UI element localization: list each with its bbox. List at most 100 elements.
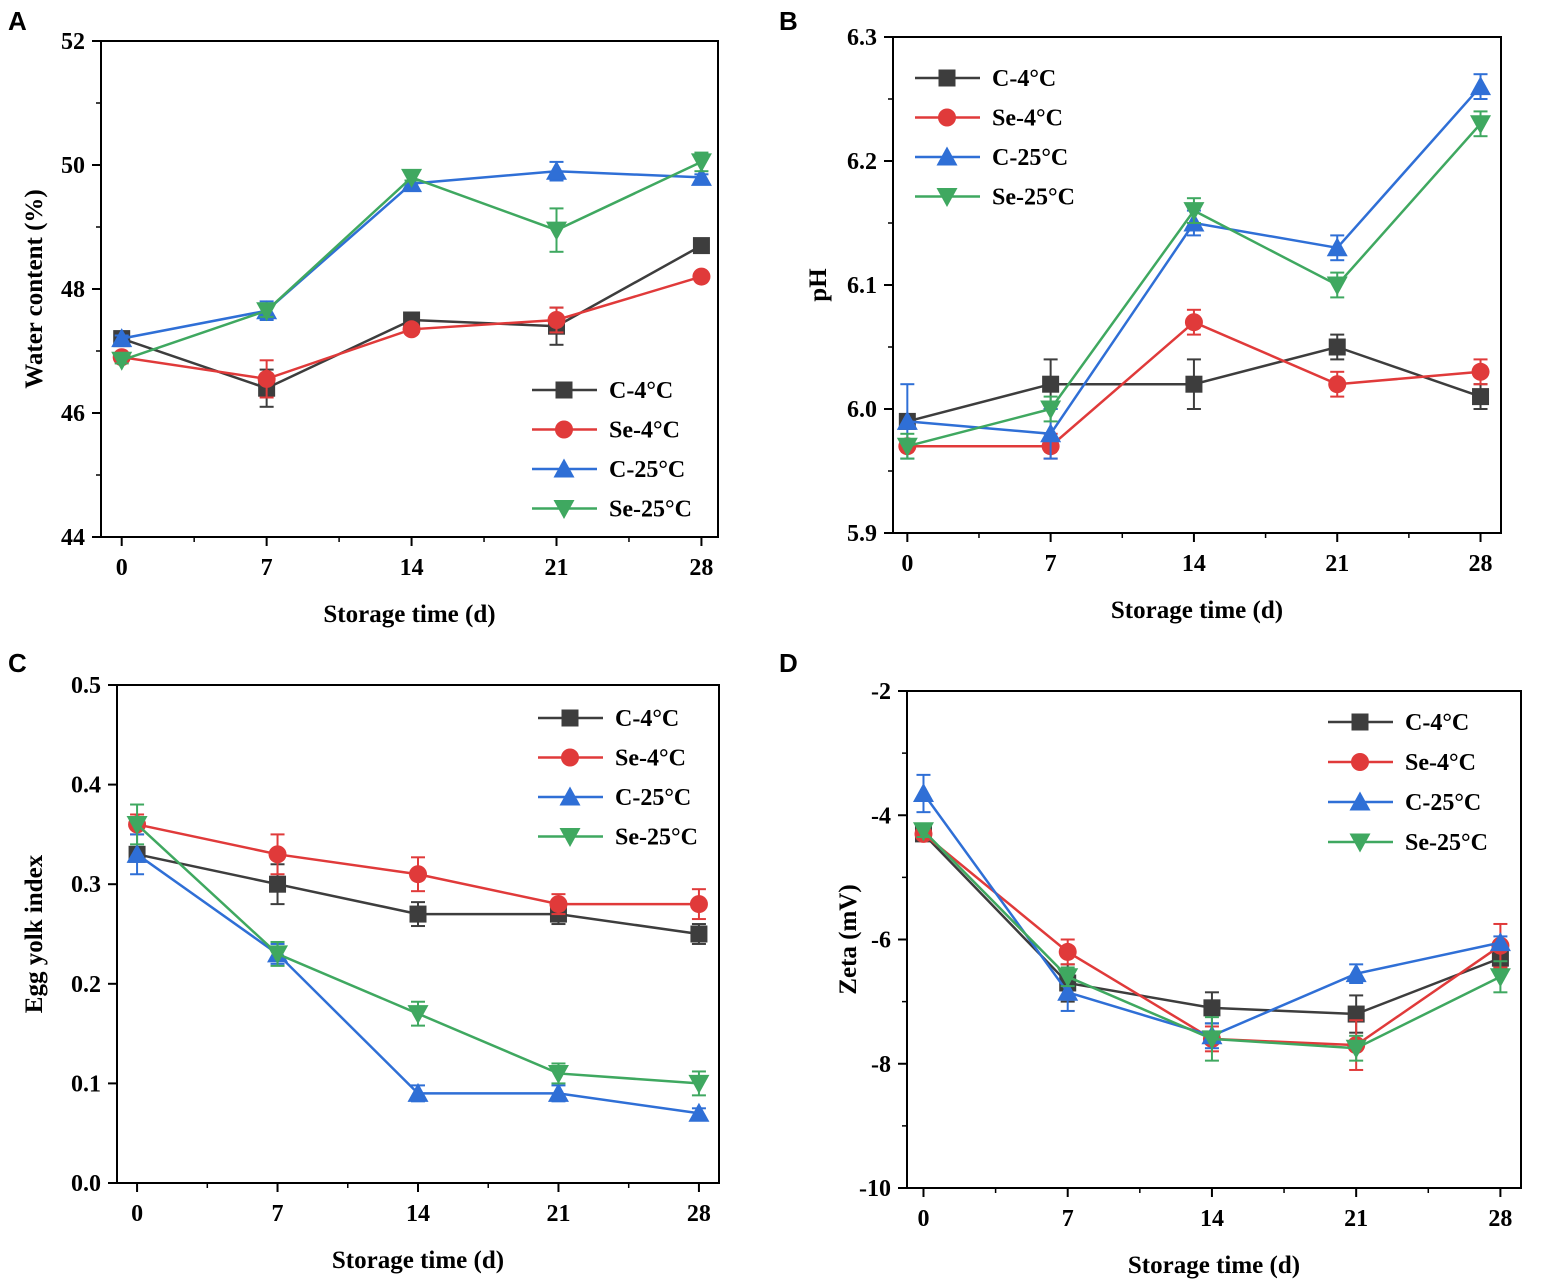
data-point — [546, 160, 568, 180]
data-point — [546, 221, 568, 241]
legend-marker — [936, 146, 958, 166]
legend-label: C-4°C — [609, 378, 673, 404]
legend-marker — [936, 188, 958, 207]
x-axis-label: Storage time (d) — [332, 1247, 504, 1274]
data-point — [1040, 423, 1062, 443]
legend-marker — [1351, 753, 1369, 771]
data-point — [409, 905, 427, 923]
data-point — [1328, 375, 1347, 394]
legend-marker — [553, 500, 575, 519]
data-point — [402, 320, 421, 339]
y-tick-label: 48 — [61, 277, 85, 303]
y-tick-label: 0.3 — [71, 872, 101, 898]
data-point — [1345, 1039, 1367, 1059]
legend-marker — [1351, 713, 1369, 731]
series-3 — [111, 151, 712, 371]
y-tick-label: 52 — [61, 29, 85, 55]
x-axis-label: Storage time (d) — [323, 601, 495, 628]
y-tick-label: 46 — [61, 401, 85, 427]
legend-marker — [1349, 791, 1371, 811]
x-tick-label: 14 — [1200, 1206, 1224, 1232]
data-point — [547, 311, 566, 329]
data-point — [896, 410, 918, 430]
legend: C-4°C Se-4°C C-25°C Se-25°C — [538, 706, 698, 851]
y-tick-label: 44 — [61, 525, 85, 551]
legend-label: Se-25°C — [1405, 830, 1488, 856]
data-point — [1470, 115, 1492, 135]
data-point — [1471, 362, 1490, 381]
legend-label: Se-25°C — [615, 825, 698, 851]
panel-letter: D — [779, 648, 798, 678]
data-point — [549, 895, 568, 914]
legend-marker — [561, 748, 579, 767]
data-point — [267, 945, 289, 965]
y-tick-label: 0.5 — [71, 673, 101, 699]
legend-marker — [559, 786, 581, 806]
data-point — [690, 166, 712, 186]
legend-label: Se-4°C — [609, 418, 680, 444]
x-tick-label: 14 — [400, 555, 424, 581]
panel-a: A 0 7 14 21 28 44 46 48 50 52 Storage time (d) Water… — [8, 6, 719, 628]
data-point — [1183, 202, 1205, 222]
legend-label: Se-4°C — [992, 106, 1063, 132]
y-tick-label: -2 — [871, 679, 891, 705]
data-point — [1042, 375, 1060, 393]
x-tick-label: 0 — [131, 1201, 143, 1227]
legend-label: C-4°C — [992, 66, 1056, 92]
y-tick-label: 0.2 — [71, 972, 101, 998]
panel-d: D 0 7 14 21 28 -10 -8 -6 -4 -2 Storage time (d) Zeta… — [779, 648, 1522, 1279]
data-point — [690, 153, 712, 173]
data-point — [547, 1082, 569, 1102]
data-point — [1489, 968, 1511, 988]
y-tick-label: -4 — [871, 803, 891, 829]
data-point — [401, 168, 423, 188]
y-tick-label: -6 — [871, 928, 891, 954]
x-axis-label: Storage time (d) — [1111, 597, 1283, 624]
data-point — [257, 369, 276, 388]
legend: C-4°C Se-4°C C-25°C Se-25°C — [1328, 710, 1488, 856]
data-point — [256, 302, 278, 322]
y-tick-label: 5.9 — [847, 521, 877, 547]
data-point — [1328, 338, 1346, 356]
series-line — [922, 833, 1501, 1016]
panel-letter: C — [8, 648, 27, 678]
data-point — [407, 1005, 429, 1025]
legend-label: Se-25°C — [609, 497, 692, 523]
x-tick-label: 21 — [545, 555, 569, 581]
data-point — [1326, 276, 1348, 296]
data-point — [690, 925, 708, 943]
data-point — [269, 875, 287, 893]
data-point — [126, 815, 148, 835]
y-tick-label: 0.1 — [71, 1071, 101, 1097]
data-point — [1203, 999, 1221, 1017]
x-tick-label: 21 — [546, 1201, 570, 1227]
x-tick-label: 28 — [1488, 1206, 1512, 1232]
data-point — [1040, 400, 1062, 420]
panel-b: B 0 7 14 21 28 5.9 6.0 6.1 6.2 6.3 Storage time (d)… — [779, 6, 1502, 624]
x-tick-label: 14 — [406, 1201, 430, 1227]
y-tick-label: 6.1 — [847, 273, 877, 299]
data-point — [692, 237, 710, 255]
x-tick-label: 7 — [261, 555, 273, 581]
data-point — [1184, 313, 1203, 332]
data-point — [268, 845, 287, 864]
x-tick-label: 21 — [1325, 551, 1349, 577]
x-tick-label: 28 — [687, 1201, 711, 1227]
legend-label: C-25°C — [1405, 790, 1481, 816]
series-3 — [126, 803, 710, 1097]
y-tick-label: 6.2 — [847, 149, 877, 175]
x-tick-label: 21 — [1344, 1206, 1368, 1232]
data-point — [407, 1082, 429, 1102]
x-tick-label: 0 — [901, 551, 913, 577]
x-tick-label: 28 — [689, 555, 713, 581]
y-tick-label: 0.4 — [71, 773, 101, 799]
x-tick-label: 7 — [1045, 551, 1057, 577]
y-tick-label: -8 — [871, 1052, 891, 1078]
plot-frame — [892, 36, 1502, 534]
y-tick-label: 6.3 — [847, 25, 877, 51]
data-point — [1185, 375, 1203, 393]
data-point — [688, 1102, 710, 1122]
x-tick-label: 0 — [917, 1206, 929, 1232]
series-0 — [898, 333, 1490, 430]
